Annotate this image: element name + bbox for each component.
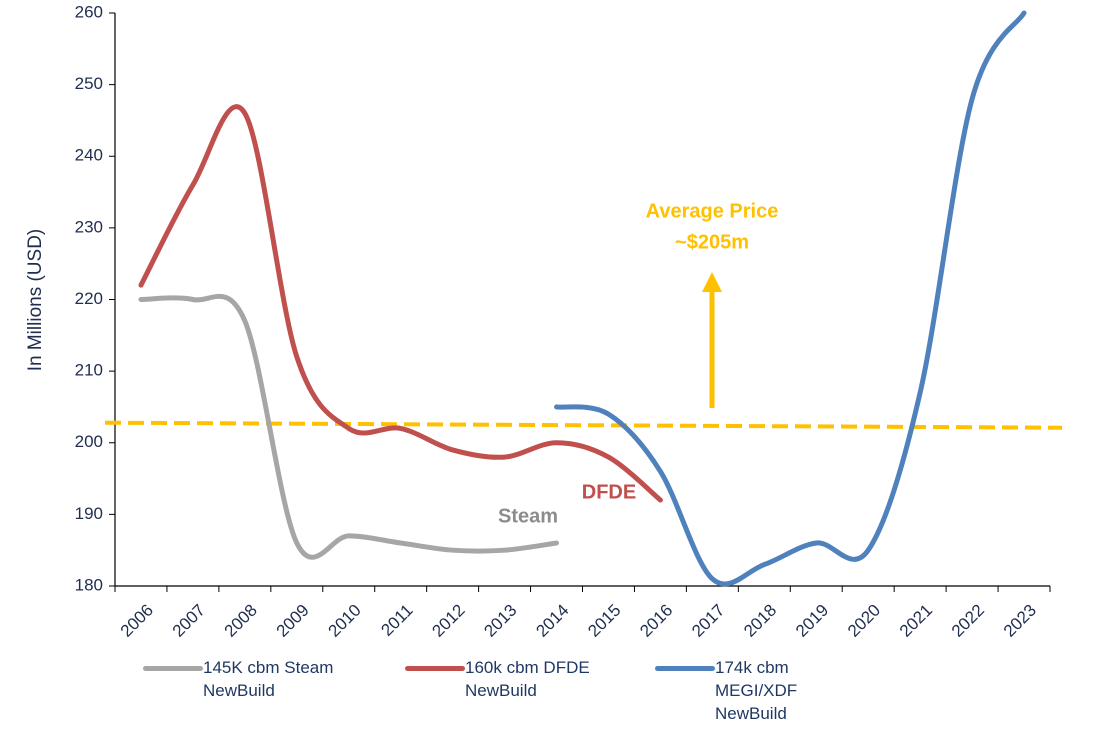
y-tick-label: 200 [75, 432, 103, 451]
x-tick-label: 2016 [636, 601, 676, 641]
x-tick-label: 2014 [532, 601, 572, 641]
x-tick-label: 2022 [948, 601, 988, 641]
legend-label: 174k cbm MEGI/XDF NewBuild [715, 658, 798, 723]
y-tick-label: 190 [75, 504, 103, 523]
x-tick-label: 2020 [844, 601, 884, 641]
annotation: ~$205m [675, 231, 749, 253]
x-tick-label: 2018 [740, 601, 780, 641]
x-tick-label: 2011 [377, 601, 416, 640]
chart: In Millions (USD) Average Price ~$205m S… [25, 2, 1063, 641]
legend-item: 174k cbm MEGI/XDF NewBuild [655, 656, 865, 725]
x-tick-label: 2007 [169, 601, 209, 641]
y-tick-label: 250 [75, 74, 103, 93]
annotation: Average Price [646, 200, 779, 222]
legend-item: 160k cbm DFDE NewBuild [405, 656, 615, 702]
y-tick-label: 260 [75, 2, 103, 21]
y-axis-label: In Millions (USD) [25, 229, 46, 372]
legend-swatch [143, 666, 203, 671]
legend-swatch [405, 666, 465, 671]
y-tick-label: 240 [75, 146, 103, 165]
series-line [138, 104, 663, 503]
x-tick-label: 2015 [584, 601, 624, 641]
annotation: DFDE [582, 481, 636, 503]
x-tick-label: 2010 [325, 601, 365, 641]
average-line [104, 420, 1063, 430]
y-tick-label: 180 [75, 575, 103, 594]
series-line [554, 10, 1027, 587]
legend-item: 145K cbm Steam NewBuild [143, 656, 353, 702]
y-tick-label: 230 [75, 217, 103, 236]
x-tick-label: 2019 [792, 601, 832, 641]
legend-label: 160k cbm DFDE NewBuild [465, 658, 590, 700]
x-tick-label: 2017 [688, 601, 728, 641]
x-tick-label: 2009 [273, 601, 313, 641]
x-tick-label: 2006 [117, 601, 157, 641]
x-tick-label: 2021 [896, 601, 936, 641]
x-tick-label: 2023 [1000, 601, 1040, 641]
y-tick-label: 220 [75, 289, 103, 308]
legend-label: 145K cbm Steam NewBuild [203, 658, 334, 700]
series-line [138, 293, 560, 560]
y-tick-label: 210 [75, 361, 103, 380]
x-tick-label: 2012 [428, 601, 468, 641]
legend-swatch [655, 666, 715, 671]
x-tick-label: 2008 [221, 601, 261, 641]
annotation: Steam [498, 505, 558, 527]
x-tick-label: 2013 [480, 601, 520, 641]
